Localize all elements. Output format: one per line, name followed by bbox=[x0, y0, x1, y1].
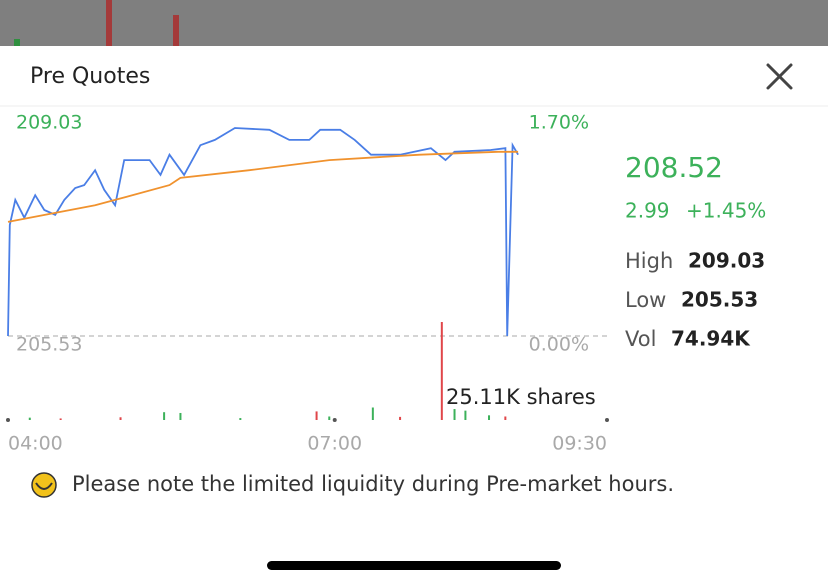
volume-bar bbox=[504, 416, 507, 420]
home-indicator bbox=[267, 561, 561, 570]
volume-bar bbox=[399, 416, 402, 420]
volume-bar bbox=[28, 417, 31, 420]
volume-bar bbox=[440, 322, 443, 420]
y2-tick-label: 0.00% bbox=[529, 334, 589, 356]
stat-label: Vol bbox=[625, 327, 656, 351]
volume-bar bbox=[239, 418, 242, 420]
backdrop-candle bbox=[106, 0, 112, 46]
stats: High 209.03 Low 205.53 Vol 74.94K bbox=[625, 249, 765, 352]
quote-price: 208.52 bbox=[625, 151, 723, 184]
x-tick-mark bbox=[332, 418, 337, 422]
note-icon bbox=[31, 472, 57, 498]
y-tick-label: 205.53 bbox=[16, 334, 82, 356]
x-tick-label: 04:00 bbox=[8, 433, 63, 455]
volume-annotation: 25.11K shares bbox=[446, 385, 596, 409]
backdrop-candle bbox=[173, 15, 179, 46]
volume-bar bbox=[163, 412, 166, 420]
stat-label: High bbox=[625, 249, 673, 273]
stat-value: 74.94K bbox=[671, 327, 751, 351]
y2-tick-label: 1.70% bbox=[529, 112, 589, 134]
chart: 205.53 209.03 0.00% 1.70% 04:00 07:00 09:30 25.… bbox=[6, 112, 609, 455]
x-tick-label: 07:00 bbox=[307, 433, 362, 455]
price-line bbox=[7, 127, 519, 337]
volume-bar bbox=[59, 418, 62, 420]
volume-bar bbox=[453, 409, 456, 420]
backdrop-candle bbox=[14, 39, 20, 46]
quote-change-pct: +1.45% bbox=[686, 199, 766, 223]
volume-bar bbox=[488, 415, 491, 420]
stat-value: 209.03 bbox=[688, 249, 765, 273]
close-button[interactable] bbox=[766, 63, 793, 90]
x-tick-mark bbox=[605, 418, 609, 422]
quote-change: 2.99 bbox=[625, 199, 670, 223]
y-tick-label: 209.03 bbox=[16, 112, 82, 134]
modal bbox=[0, 46, 828, 586]
stat-value: 205.53 bbox=[681, 288, 758, 312]
price-line bbox=[7, 150, 519, 223]
note: Please note the limited liquidity during… bbox=[72, 472, 674, 496]
x-tick-label: 09:30 bbox=[552, 433, 607, 455]
volume-bar bbox=[179, 412, 182, 420]
modal-title: Pre Quotes bbox=[30, 64, 150, 89]
volume-bar bbox=[464, 410, 467, 420]
note-icon-smile bbox=[35, 482, 53, 490]
volume-bar bbox=[119, 417, 122, 420]
volume-bar bbox=[371, 407, 374, 420]
stat-label: Low bbox=[625, 288, 666, 312]
volume-bar bbox=[315, 411, 318, 420]
x-tick-mark bbox=[6, 418, 10, 422]
backdrop bbox=[0, 0, 828, 46]
volume-bar bbox=[328, 416, 331, 420]
